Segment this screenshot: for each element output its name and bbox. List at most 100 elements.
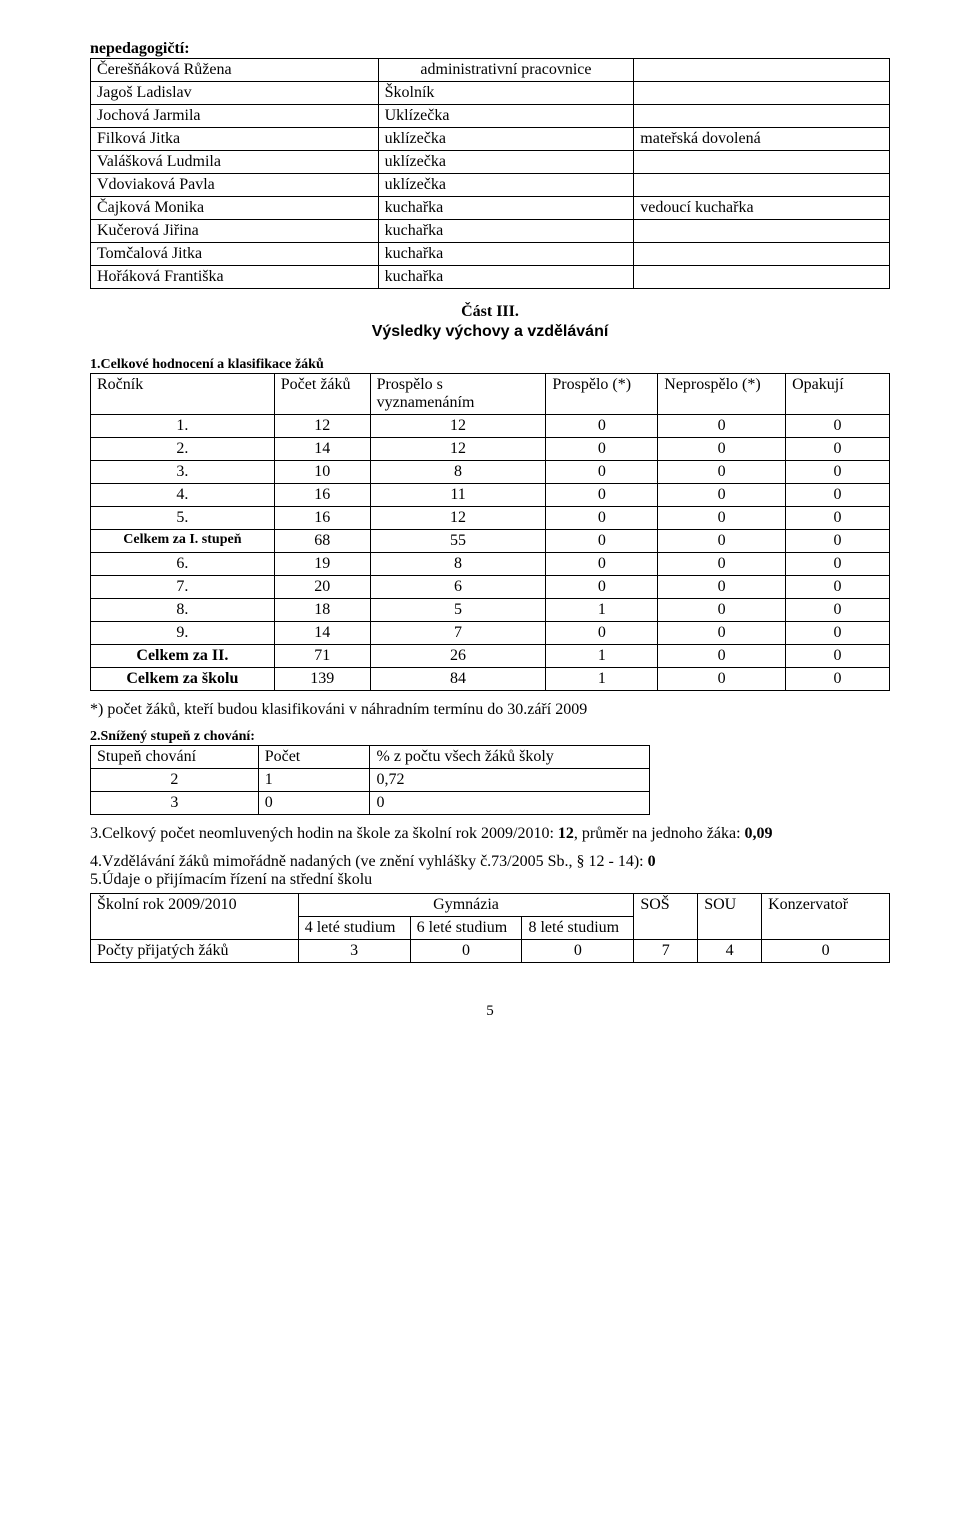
cell: 0,72 xyxy=(370,769,650,792)
text: 3.Celkový počet neomluvených hodin na šk… xyxy=(90,825,558,842)
paragraph-3: 3.Celkový počet neomluvených hodin na šk… xyxy=(90,825,890,843)
table-row: 8.185100 xyxy=(91,599,890,622)
col-4lete: 4 leté studium xyxy=(298,917,410,940)
staff-note xyxy=(634,82,890,105)
cell: 0 xyxy=(658,484,786,507)
row-label: 7. xyxy=(91,576,275,599)
table-row: 300 xyxy=(91,792,650,815)
row-label: 8. xyxy=(91,599,275,622)
cell: 0 xyxy=(658,599,786,622)
staff-section-heading: nepedagogičtí: xyxy=(90,40,890,58)
table-row: Kučerová Jiřinakuchařka xyxy=(91,220,890,243)
col-rocnik: Ročník xyxy=(91,374,275,415)
cell: 3 xyxy=(298,940,410,963)
cell: 0 xyxy=(762,940,890,963)
cell: 1 xyxy=(546,668,658,691)
staff-role: uklízečka xyxy=(378,151,634,174)
table-row: Celkem za školu13984100 xyxy=(91,668,890,691)
cell: 0 xyxy=(546,576,658,599)
cell: 68 xyxy=(274,530,370,553)
col-opakuji: Opakují xyxy=(786,374,890,415)
staff-role: kuchařka xyxy=(378,197,634,220)
part-title: Část III. xyxy=(90,303,890,321)
cell: 84 xyxy=(370,668,546,691)
value: 0,09 xyxy=(745,825,773,842)
table-row: Hořáková Františkakuchařka xyxy=(91,266,890,289)
cell: 0 xyxy=(546,507,658,530)
table-row: 6.198000 xyxy=(91,553,890,576)
cell: 7 xyxy=(634,940,698,963)
section1-title: 1.Celkové hodnocení a klasifikace žáků xyxy=(90,357,890,373)
cell: 55 xyxy=(370,530,546,553)
staff-note xyxy=(634,243,890,266)
cell: 0 xyxy=(786,530,890,553)
staff-table: Čerešňáková Růženaadministrativní pracov… xyxy=(90,58,890,289)
col-6lete: 6 leté studium xyxy=(410,917,522,940)
table-row: 1.1212000 xyxy=(91,415,890,438)
cell: 0 xyxy=(658,530,786,553)
table-row: Čajková Monikakuchařkavedoucí kuchařka xyxy=(91,197,890,220)
cell: 0 xyxy=(546,530,658,553)
cell: 0 xyxy=(546,553,658,576)
cell: 0 xyxy=(786,553,890,576)
cell: 71 xyxy=(274,645,370,668)
table-row: 3.108000 xyxy=(91,461,890,484)
cell: 16 xyxy=(274,484,370,507)
table-header-row: Stupeň chování Počet % z počtu všech žák… xyxy=(91,746,650,769)
cell: 11 xyxy=(370,484,546,507)
cell: 0 xyxy=(786,645,890,668)
col-prospelo: Prospělo (*) xyxy=(546,374,658,415)
staff-note xyxy=(634,105,890,128)
results-footnote: *) počet žáků, kteří budou klasifikováni… xyxy=(90,701,890,719)
table-row: 5.1612000 xyxy=(91,507,890,530)
cell: 20 xyxy=(274,576,370,599)
text: , průměr na jednoho žáka: xyxy=(574,825,745,842)
table-row: Celkem za II.7126100 xyxy=(91,645,890,668)
row-label: 5. xyxy=(91,507,275,530)
col-pocet: Počet žáků xyxy=(274,374,370,415)
table-row: Počty přijatých žáků 3 0 0 7 4 0 xyxy=(91,940,890,963)
row-label: 2. xyxy=(91,438,275,461)
cell: 0 xyxy=(658,507,786,530)
cell: 12 xyxy=(370,438,546,461)
cell: 14 xyxy=(274,438,370,461)
col-pocet: Počet xyxy=(258,746,370,769)
cell: 0 xyxy=(786,576,890,599)
cell: 3 xyxy=(91,792,259,815)
cell: 10 xyxy=(274,461,370,484)
cell: 2 xyxy=(91,769,259,792)
col-konz: Konzervatoř xyxy=(762,894,890,940)
staff-note: vedoucí kuchařka xyxy=(634,197,890,220)
admissions-table: Školní rok 2009/2010 Gymnázia SOŠ SOU Ko… xyxy=(90,893,890,963)
cell: 12 xyxy=(370,415,546,438)
cell: 0 xyxy=(786,461,890,484)
cell: 0 xyxy=(786,599,890,622)
cell: 0 xyxy=(786,415,890,438)
cell: 7 xyxy=(370,622,546,645)
cell: 6 xyxy=(370,576,546,599)
row-label: 3. xyxy=(91,461,275,484)
table-row: 7.206000 xyxy=(91,576,890,599)
cell: 19 xyxy=(274,553,370,576)
staff-name: Kučerová Jiřina xyxy=(91,220,379,243)
cell: 0 xyxy=(546,438,658,461)
staff-note: mateřská dovolená xyxy=(634,128,890,151)
table-row: Filková Jitkauklízečkamateřská dovolená xyxy=(91,128,890,151)
staff-note xyxy=(634,266,890,289)
staff-name: Jochová Jarmila xyxy=(91,105,379,128)
table-row: 210,72 xyxy=(91,769,650,792)
cell: 0 xyxy=(658,553,786,576)
cell: 18 xyxy=(274,599,370,622)
staff-name: Valášková Ludmila xyxy=(91,151,379,174)
cell: 0 xyxy=(370,792,650,815)
value: 12 xyxy=(558,825,574,842)
text: 4.Vzdělávání žáků mimořádně nadaných (ve… xyxy=(90,853,648,870)
table-row: 4.1611000 xyxy=(91,484,890,507)
staff-name: Jagoš Ladislav xyxy=(91,82,379,105)
table-row: Celkem za I. stupeň6855000 xyxy=(91,530,890,553)
cell: 26 xyxy=(370,645,546,668)
cell: 12 xyxy=(274,415,370,438)
staff-name: Vdoviaková Pavla xyxy=(91,174,379,197)
staff-role: administrativní pracovnice xyxy=(378,59,634,82)
col-year: Školní rok 2009/2010 xyxy=(91,894,299,940)
